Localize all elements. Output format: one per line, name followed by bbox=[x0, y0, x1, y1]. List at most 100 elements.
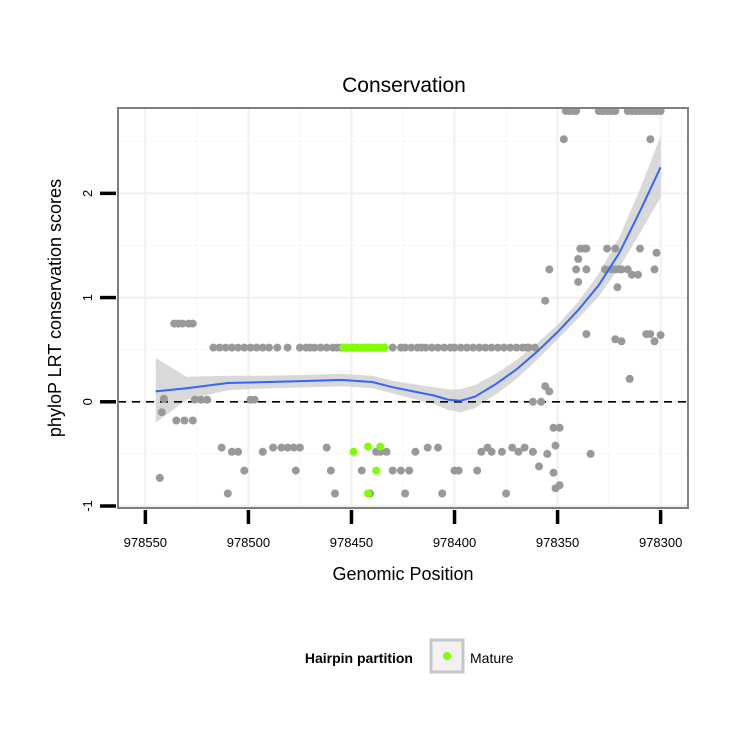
data-point-mature bbox=[364, 489, 372, 498]
data-point bbox=[555, 481, 564, 490]
x-tick-label: 978400 bbox=[433, 535, 476, 550]
data-point bbox=[477, 447, 486, 456]
data-point bbox=[277, 443, 286, 452]
data-point bbox=[508, 443, 517, 452]
data-point bbox=[456, 343, 465, 352]
data-point bbox=[295, 343, 304, 352]
data-point bbox=[326, 466, 335, 475]
data-point-mature bbox=[376, 442, 385, 451]
data-point bbox=[401, 489, 410, 498]
data-point bbox=[528, 447, 537, 456]
data-point bbox=[227, 447, 236, 456]
data-point bbox=[617, 265, 626, 274]
data-point bbox=[625, 374, 634, 383]
data-point bbox=[586, 449, 595, 458]
data-point bbox=[549, 423, 558, 432]
data-point bbox=[535, 462, 543, 471]
data-point bbox=[650, 265, 659, 274]
legend-entry-mature: Mature bbox=[470, 650, 514, 666]
data-point-mature bbox=[372, 466, 381, 475]
data-point bbox=[269, 443, 278, 452]
x-tick-label: 978350 bbox=[536, 535, 579, 550]
data-point bbox=[487, 343, 496, 352]
data-point bbox=[549, 468, 558, 477]
data-point bbox=[528, 397, 537, 406]
data-point bbox=[574, 255, 583, 263]
data-point bbox=[656, 331, 665, 340]
plot-border bbox=[117, 107, 689, 509]
data-point bbox=[240, 343, 249, 352]
data-point bbox=[650, 337, 659, 346]
data-point bbox=[450, 343, 459, 352]
data-point bbox=[438, 489, 447, 498]
data-point bbox=[582, 265, 591, 274]
data-point bbox=[473, 466, 482, 475]
data-point bbox=[469, 343, 478, 352]
data-point bbox=[427, 343, 436, 352]
data-point bbox=[440, 343, 449, 352]
data-point bbox=[382, 447, 391, 456]
data-point bbox=[411, 447, 420, 456]
data-point bbox=[514, 447, 523, 456]
data-point bbox=[388, 343, 397, 352]
data-point bbox=[545, 387, 554, 396]
data-point bbox=[462, 343, 471, 352]
data-point bbox=[401, 343, 410, 352]
data-point bbox=[234, 447, 243, 456]
data-point bbox=[551, 441, 560, 450]
data-point bbox=[574, 277, 583, 286]
data-point-mature bbox=[380, 343, 389, 352]
data-point bbox=[209, 343, 218, 352]
grid-lines bbox=[118, 108, 688, 508]
data-point bbox=[283, 343, 292, 352]
data-point bbox=[322, 343, 331, 352]
data-point bbox=[240, 466, 249, 475]
y-tick-label: 0 bbox=[80, 398, 95, 405]
data-point bbox=[273, 343, 282, 352]
data-point bbox=[405, 466, 414, 475]
data-point bbox=[627, 270, 636, 279]
y-axis-label: phyloP LRT conservation scores bbox=[45, 179, 65, 437]
data-point bbox=[316, 343, 325, 352]
legend: Hairpin partition Mature bbox=[305, 638, 514, 674]
data-point bbox=[512, 343, 521, 352]
data-point bbox=[481, 343, 490, 352]
data-point bbox=[423, 443, 432, 452]
data-point-mature bbox=[349, 447, 358, 456]
data-point bbox=[636, 244, 644, 253]
legend-title: Hairpin partition bbox=[305, 650, 413, 666]
smooth-line-path bbox=[155, 166, 662, 402]
data-point bbox=[520, 443, 529, 452]
y-tick-label: -1 bbox=[80, 500, 95, 512]
data-point bbox=[500, 343, 508, 352]
data-point bbox=[188, 319, 197, 328]
data-point bbox=[203, 395, 212, 404]
data-point bbox=[215, 343, 224, 352]
data-point bbox=[537, 397, 546, 406]
data-point bbox=[223, 489, 232, 498]
y-tick-label: 2 bbox=[80, 190, 95, 197]
data-point bbox=[178, 319, 187, 328]
data-point bbox=[289, 443, 298, 452]
x-tick-label: 978300 bbox=[639, 535, 682, 550]
data-point bbox=[611, 335, 620, 344]
data-point bbox=[159, 394, 168, 403]
data-point bbox=[331, 489, 339, 498]
data-point bbox=[250, 395, 259, 404]
data-point bbox=[258, 447, 267, 456]
data-point bbox=[582, 244, 591, 253]
data-point bbox=[172, 416, 181, 425]
data-point bbox=[197, 395, 205, 404]
data-point bbox=[388, 466, 397, 475]
data-point bbox=[611, 244, 620, 253]
data-point bbox=[634, 270, 642, 279]
data-point bbox=[502, 489, 511, 498]
data-point bbox=[555, 423, 564, 432]
data-point bbox=[265, 343, 273, 352]
data-point bbox=[524, 343, 533, 352]
data-point bbox=[541, 296, 550, 305]
data-point bbox=[295, 443, 304, 452]
data-point bbox=[582, 330, 591, 339]
x-axis: 978550 978500 978450 978400 978350 978300 bbox=[124, 510, 682, 550]
